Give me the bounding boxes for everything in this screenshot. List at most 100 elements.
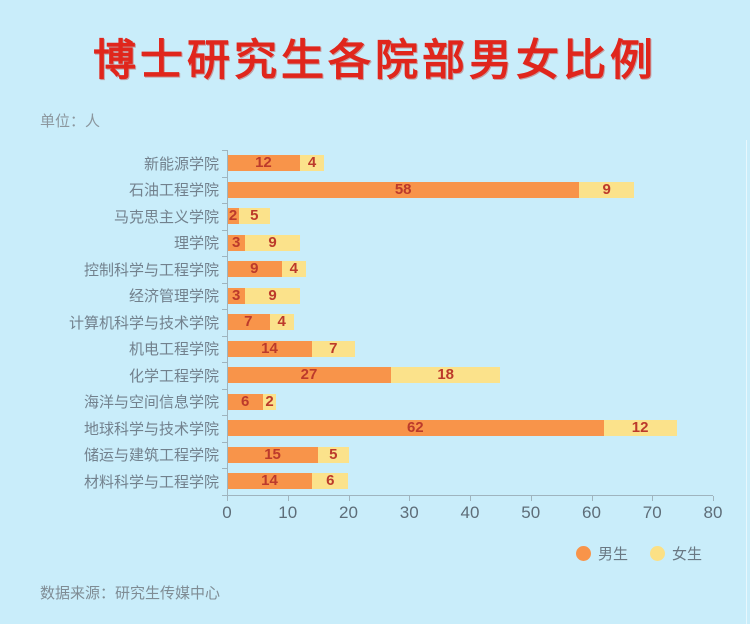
bar-row: 理学院 3 9 (57, 230, 712, 257)
female-value-label: 6 (326, 472, 335, 490)
female-bar-segment: 4 (281, 260, 306, 278)
male-value-label: 7 (244, 313, 253, 331)
x-axis-line (227, 495, 713, 496)
x-axis-tick (591, 496, 593, 501)
bar-row: 新能源学院 12 4 (57, 150, 712, 177)
female-bar-segment: 5 (318, 445, 349, 463)
male-bar-segment: 7 (227, 313, 270, 331)
female-value-label: 2 (265, 392, 274, 410)
bar-row: 机电工程学院 14 7 (57, 336, 712, 363)
female-value-label: 4 (307, 154, 317, 172)
bar-row: 储运与建筑工程学院 15 5 (57, 442, 712, 469)
female-bar-segment: 5 (239, 208, 270, 225)
bar-row: 地球科学与技术学院 62 12 (57, 415, 712, 442)
bar-track: 14 7 (227, 339, 713, 357)
female-bar-segment: 2 (263, 392, 276, 410)
y-axis-tick (222, 468, 227, 469)
x-tick-label: 0 (222, 503, 232, 522)
category-label: 材料科学与工程学院 (83, 473, 219, 491)
bar-row: 石油工程学院 58 9 (57, 177, 712, 204)
y-axis-tick (222, 229, 227, 231)
x-axis-tick (409, 496, 411, 501)
bar-track: 27 18 (227, 366, 713, 384)
x-axis-tick (348, 496, 350, 501)
source-label: 数据来源：研究生传媒中心 (40, 585, 221, 602)
bar-row: 经济管理学院 3 9 (57, 283, 712, 310)
legend-item-male: 男生 (576, 543, 628, 564)
x-axis-tick (227, 496, 228, 501)
bar-track: 12 4 (227, 154, 713, 172)
female-bar-segment: 4 (269, 313, 294, 331)
category-label: 理学院 (173, 235, 219, 253)
female-bar-segment: 4 (299, 154, 325, 172)
male-bar-segment: 2 (227, 207, 240, 225)
female-bar-segment: 18 (391, 366, 501, 384)
female-bar-segment: 9 (245, 286, 300, 304)
female-value-label: 4 (289, 260, 298, 278)
male-bar-segment: 14 (227, 339, 313, 357)
x-tick-label: 80 (703, 503, 723, 522)
male-value-label: 14 (261, 339, 278, 357)
male-value-label: 62 (406, 419, 424, 437)
category-label: 新能源学院 (143, 155, 219, 173)
male-value-label: 58 (394, 180, 412, 198)
male-value-label: 9 (250, 260, 259, 278)
female-bar-segment: 12 (603, 420, 677, 437)
x-tick-label: 10 (278, 503, 298, 522)
female-bar-segment: 7 (312, 339, 355, 357)
male-value-label: 27 (300, 366, 318, 384)
category-label: 海洋与空间信息学院 (83, 394, 219, 412)
y-axis-tick (222, 256, 227, 257)
category-label: 储运与建筑工程学院 (83, 447, 219, 465)
male-value-label: 14 (261, 472, 278, 490)
x-tick-label: 70 (642, 503, 662, 522)
female-value-label: 9 (602, 180, 611, 198)
legend-label-male: 男生 (598, 546, 629, 563)
y-axis-tick (222, 494, 227, 496)
male-value-label: 2 (228, 207, 238, 225)
category-label: 控制科学与工程学院 (83, 261, 219, 279)
male-bar-segment: 27 (227, 366, 392, 384)
y-axis-tick (222, 388, 227, 390)
category-label: 机电工程学院 (128, 341, 219, 359)
x-tick-label: 20 (339, 503, 358, 522)
right-edge-line (746, 140, 747, 624)
x-tick-label: 40 (460, 503, 480, 522)
bar-row: 化学工程学院 27 18 (57, 362, 712, 389)
male-bar-segment: 15 (227, 445, 319, 463)
male-bar-segment: 3 (227, 287, 246, 304)
female-value-label: 9 (268, 286, 277, 304)
bar-track: 15 5 (227, 445, 713, 463)
chart-title: 博士研究生各院部男女比例 (93, 36, 657, 86)
x-axis-tick (713, 496, 714, 501)
male-value-label: 15 (264, 445, 281, 463)
male-value-label: 6 (241, 392, 250, 410)
female-value-label: 5 (329, 445, 338, 463)
x-tick-label: 50 (521, 503, 541, 522)
y-axis-tick (222, 176, 227, 178)
x-tick-label: 60 (582, 503, 601, 522)
legend-item-female: 女生 (650, 543, 702, 564)
female-value-label: 18 (437, 366, 455, 384)
bar-row: 计算机科学与技术学院 7 4 (57, 309, 712, 336)
bar-track: 62 12 (227, 419, 713, 437)
male-legend-dot-icon (576, 546, 591, 561)
male-value-label: 12 (255, 154, 272, 172)
y-axis-tick (222, 282, 227, 284)
bar-track: 58 9 (227, 180, 713, 198)
category-label: 计算机科学与技术学院 (68, 314, 219, 332)
female-value-label: 7 (329, 339, 338, 357)
female-value-label: 4 (277, 313, 286, 331)
unit-label: 单位：人 (40, 113, 101, 130)
category-label: 经济管理学院 (128, 288, 219, 306)
y-axis-tick (222, 309, 227, 310)
y-axis-tick (222, 150, 227, 151)
female-legend-dot-icon (650, 546, 666, 561)
male-bar-segment: 14 (227, 472, 313, 490)
bar-row: 控制科学与工程学院 9 4 (57, 256, 712, 283)
